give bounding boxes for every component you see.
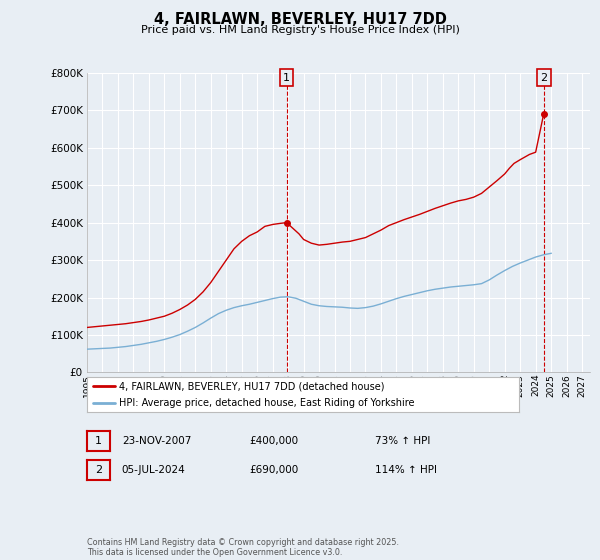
Text: Contains HM Land Registry data © Crown copyright and database right 2025.
This d: Contains HM Land Registry data © Crown c… — [87, 538, 399, 557]
Text: 1: 1 — [283, 73, 290, 83]
Text: HPI: Average price, detached house, East Riding of Yorkshire: HPI: Average price, detached house, East… — [119, 398, 415, 408]
Text: 4, FAIRLAWN, BEVERLEY, HU17 7DD (detached house): 4, FAIRLAWN, BEVERLEY, HU17 7DD (detache… — [119, 381, 385, 391]
Text: 1: 1 — [95, 436, 102, 446]
Text: 4, FAIRLAWN, BEVERLEY, HU17 7DD: 4, FAIRLAWN, BEVERLEY, HU17 7DD — [154, 12, 446, 27]
Text: 05-JUL-2024: 05-JUL-2024 — [122, 465, 185, 475]
Text: 114% ↑ HPI: 114% ↑ HPI — [375, 465, 437, 475]
Text: Price paid vs. HM Land Registry's House Price Index (HPI): Price paid vs. HM Land Registry's House … — [140, 25, 460, 35]
Text: 2: 2 — [95, 465, 102, 475]
Text: 2: 2 — [540, 73, 547, 83]
Text: 73% ↑ HPI: 73% ↑ HPI — [375, 436, 430, 446]
Text: £400,000: £400,000 — [249, 436, 298, 446]
Text: £690,000: £690,000 — [249, 465, 298, 475]
Text: 23-NOV-2007: 23-NOV-2007 — [122, 436, 191, 446]
